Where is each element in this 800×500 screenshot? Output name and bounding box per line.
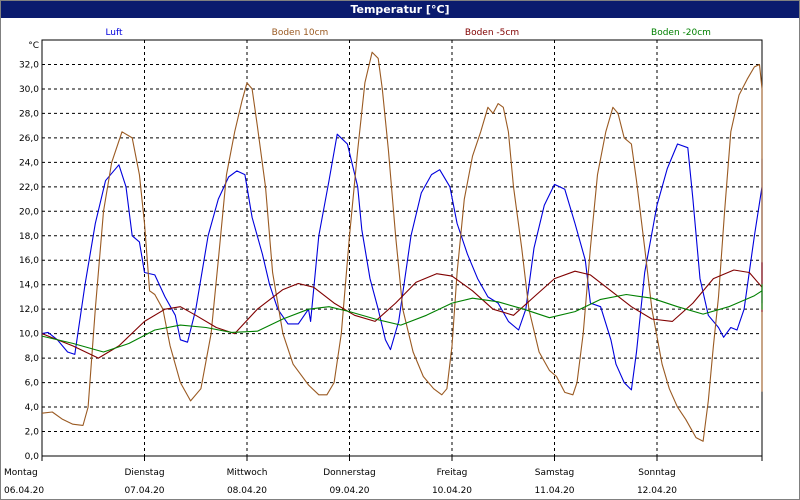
y-tick-label: 16,0 bbox=[19, 256, 39, 266]
x-day-label: Dienstag bbox=[124, 468, 164, 478]
y-axis-label: °C bbox=[28, 41, 39, 51]
series-line bbox=[41, 51, 763, 442]
y-tick-label: 32,0 bbox=[19, 60, 39, 70]
x-day-label: Samstag bbox=[535, 468, 574, 478]
legend-item: Luft bbox=[105, 28, 123, 38]
series-line bbox=[41, 133, 763, 391]
y-tick-label: 10,0 bbox=[19, 330, 39, 340]
y-tick-label: 22,0 bbox=[19, 183, 39, 193]
y-tick-label: 20,0 bbox=[19, 207, 39, 217]
y-tick-label: 14,0 bbox=[19, 281, 39, 291]
y-tick-label: 8,0 bbox=[25, 354, 40, 364]
x-date-label: 09.04.20 bbox=[329, 486, 369, 496]
series-line bbox=[41, 284, 763, 353]
x-day-label: Montag bbox=[4, 468, 38, 478]
y-tick-label: 30,0 bbox=[19, 85, 39, 95]
x-date-label: 08.04.20 bbox=[227, 486, 267, 496]
x-date-label: 10.04.20 bbox=[432, 486, 472, 496]
x-day-label: Donnerstag bbox=[323, 468, 376, 478]
plot-area bbox=[41, 39, 763, 457]
y-tick-label: 18,0 bbox=[19, 232, 39, 242]
y-tick-label: 4,0 bbox=[25, 403, 40, 413]
legend-item: Boden -20cm bbox=[651, 28, 711, 38]
x-day-label: Sonntag bbox=[638, 468, 675, 478]
y-tick-label: 0,0 bbox=[25, 452, 40, 462]
x-day-label: Mittwoch bbox=[227, 468, 268, 478]
x-date-label: 06.04.20 bbox=[4, 486, 44, 496]
chart-title: Temperatur [°C] bbox=[1, 1, 799, 18]
y-tick-label: 26,0 bbox=[19, 134, 39, 144]
x-day-label: Freitag bbox=[437, 468, 468, 478]
y-tick-label: 12,0 bbox=[19, 305, 39, 315]
legend-item: Boden 10cm bbox=[272, 28, 329, 38]
y-tick-label: 6,0 bbox=[25, 379, 40, 389]
x-date-label: 07.04.20 bbox=[124, 486, 164, 496]
y-tick-label: 28,0 bbox=[19, 109, 39, 119]
x-date-label: 12.04.20 bbox=[637, 486, 677, 496]
y-tick-label: 2,0 bbox=[25, 428, 40, 438]
x-date-label: 11.04.20 bbox=[534, 486, 574, 496]
y-tick-label: 24,0 bbox=[19, 158, 39, 168]
legend-item: Boden -5cm bbox=[465, 28, 519, 38]
